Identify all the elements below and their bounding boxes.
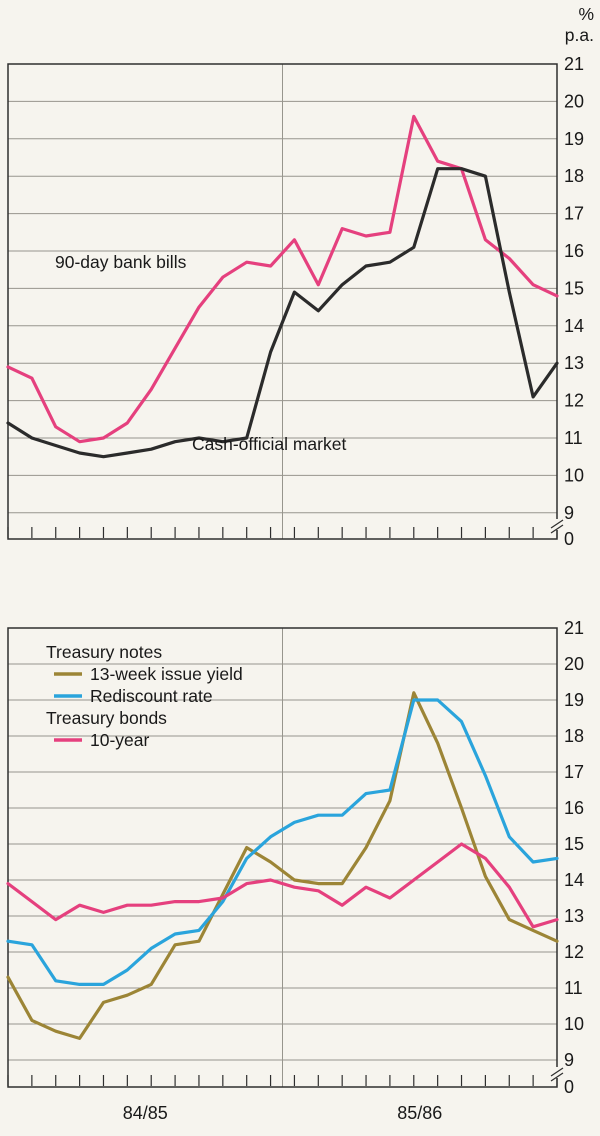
y-tick-label-15: 15 [564,278,584,298]
legend-header-treasury-notes: Treasury notes [46,642,162,662]
y-tick-label-9: 9 [564,503,574,523]
y-tick-label-21: 21 [564,620,584,638]
unit-pa: p.a. [564,25,594,45]
annotation-90-day-bank-bills: 90-day bank bills [55,252,187,272]
y-tick-label-11: 11 [564,428,583,448]
unit-percent: % [578,4,594,24]
axis-break-slash [550,524,564,534]
y-tick-label-15: 15 [564,834,584,854]
legend-item-10-year: 10-year [90,730,150,750]
y-tick-label-19: 19 [564,129,584,149]
y-tick-label-13: 13 [564,353,584,373]
y-tick-label-17: 17 [564,762,584,782]
y-zero-label: 0 [564,529,574,549]
y-tick-label-19: 19 [564,690,584,710]
y-tick-label-16: 16 [564,241,584,261]
y-tick-label-21: 21 [564,55,584,74]
y-zero-label: 0 [564,1077,574,1097]
y-tick-label-12: 12 [564,942,584,962]
y-tick-label-16: 16 [564,798,584,818]
y-tick-label-10: 10 [564,1014,584,1034]
plot-border [7,63,558,540]
y-tick-label-10: 10 [564,465,584,485]
chart-treasury: 21 20 19 18 17 16 15 14 13 12 11 10 9 0 Treasury notes… [6,620,584,1123]
series-rediscount-rate [6,698,559,986]
series-90-day-bank-bills [6,114,559,444]
y-tick-label-14: 14 [564,316,584,336]
legend-item-rediscount-rate: Rediscount rate [90,686,213,706]
y-tick-label-11: 11 [564,978,583,998]
x-label-84-85: 84/85 [123,1103,168,1123]
series-cash-official-market [6,167,559,459]
axis-break-gap [553,1067,562,1078]
y-tick-label-20: 20 [564,91,584,111]
y-tick-label-13: 13 [564,906,584,926]
series-10-year [6,842,559,929]
chart-money-market: 21 20 19 18 17 16 15 14 13 12 11 10 9 0 90-day bank bi… [6,55,584,549]
axis-break-slash [550,1067,564,1077]
legend-header-treasury-bonds: Treasury bonds [46,708,167,728]
axis-break-gap [553,519,562,530]
y-tick-label-20: 20 [564,654,584,674]
y-tick-label-14: 14 [564,870,584,890]
legend-item-13-week-issue-yield: 13-week issue yield [90,664,243,684]
axis-break-slash [550,1072,564,1082]
series-13-week-issue-yield [6,691,559,1040]
annotation-cash-official-market: Cash-official market [192,434,346,454]
y-tick-label-12: 12 [564,391,584,411]
y-tick-label-18: 18 [564,166,584,186]
unit-label: % p.a. [540,4,594,46]
axis-break-slash [550,519,564,529]
y-tick-label-18: 18 [564,726,584,746]
y-tick-label-17: 17 [564,204,584,224]
x-label-85-86: 85/86 [397,1103,442,1123]
y-tick-label-9: 9 [564,1050,574,1070]
